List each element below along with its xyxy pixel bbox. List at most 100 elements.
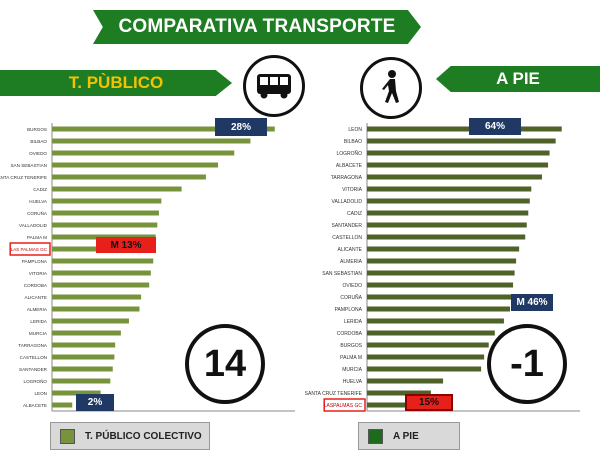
bar-23 (52, 402, 73, 408)
category-label-14: ALICANTE (25, 295, 47, 300)
category-label-16: LERIDA (30, 319, 48, 324)
big-number-public: 14 (185, 324, 265, 404)
bar-15 (52, 306, 140, 312)
bar-7 (52, 210, 159, 216)
min-tag-walk-text: 15% (418, 397, 439, 408)
bar-22 (52, 390, 101, 396)
bar-19 (52, 354, 115, 360)
bar-18 (367, 342, 489, 348)
big-number-walk: -1 (487, 324, 567, 404)
min-tag-public: 2% (76, 394, 114, 411)
bar-6 (367, 198, 530, 204)
bar-10 (367, 246, 520, 252)
bar-16 (367, 318, 504, 324)
bar-1 (367, 138, 556, 144)
bar-13 (52, 282, 150, 288)
category-label-8: VALLADOLID (19, 223, 48, 228)
title-banner: COMPARATIVA TRANSPORTE (93, 10, 421, 44)
category-label-13: CORDOBA (24, 283, 48, 288)
category-label-18: BURGOS (340, 343, 362, 349)
category-label-17: CORDOBA (337, 331, 363, 337)
bar-4 (367, 174, 542, 180)
category-label-16: LERIDA (344, 319, 363, 325)
category-label-0: BURGOS (27, 127, 47, 132)
category-label-21: LOGROÑO (24, 378, 48, 384)
bar-4 (52, 174, 206, 180)
category-label-3: SAN SEBASTIAN (10, 163, 47, 168)
category-label-6: VALLADOLID (332, 199, 363, 205)
category-label-20: MURCIA (342, 367, 362, 373)
category-label-9: PALMA M (27, 235, 47, 240)
bar-7 (367, 210, 529, 216)
bar-16 (52, 318, 129, 324)
legend-label-walk: A PIE (393, 430, 419, 442)
category-label-10: LAS PALMAS GC (11, 247, 48, 252)
big-number-public-text: 14 (203, 342, 247, 385)
max-tag-walk: 64% (469, 118, 521, 135)
category-label-19: PALMA M (340, 355, 362, 361)
bar-19 (367, 354, 485, 360)
category-label-5: VITORIA (342, 187, 363, 193)
bar-12 (52, 270, 151, 276)
category-label-12: VITORIA (29, 271, 48, 276)
bus-icon (243, 55, 305, 117)
category-label-2: OVIEDO (29, 151, 47, 156)
category-label-4: TARRAGONA (331, 175, 363, 181)
section-label-walk-text: A PIE (496, 69, 540, 88)
category-label-23: LASPALMAS GC (324, 403, 363, 409)
category-label-17: MURCIA (29, 331, 48, 336)
highlight-box-23 (323, 398, 366, 412)
legend-swatch-public (60, 428, 75, 444)
bar-8 (52, 222, 158, 228)
category-label-19: CASTELLON (20, 355, 47, 360)
bar-17 (367, 330, 495, 336)
category-label-23: ALBACETE (23, 403, 47, 408)
category-label-3: ALBACETE (336, 163, 363, 169)
bar-2 (52, 150, 235, 156)
bar-11 (52, 258, 154, 264)
category-label-1: BILBAO (30, 139, 47, 144)
category-label-5: CADIZ (33, 187, 47, 192)
category-label-9: CASTELLON (332, 235, 362, 241)
category-label-2: LOGROÑO (336, 150, 362, 157)
chart-walking: LEON BILBAO LOGROÑO ALBACETE TARRAGONA VITORI… (305, 123, 580, 412)
bar-0 (367, 126, 562, 132)
min-tag-walk: 15% (405, 394, 453, 411)
category-label-1: BILBAO (344, 139, 362, 145)
mean-tag-walk: M 46% (511, 294, 553, 311)
category-label-0: LEON (348, 127, 362, 133)
category-label-11: PAMPLONA (22, 259, 48, 264)
bar-20 (52, 366, 113, 372)
bar-18 (52, 342, 116, 348)
category-label-13: OVIEDO (343, 283, 363, 289)
bar-5 (52, 186, 182, 192)
bar-15 (367, 306, 511, 312)
bar-3 (52, 162, 219, 168)
bar-21 (367, 378, 444, 384)
category-label-21: HUELVA (343, 379, 363, 385)
min-tag-public-text: 2% (87, 397, 103, 408)
bar-14 (52, 294, 142, 300)
bar-3 (367, 162, 549, 168)
bar-23 (367, 402, 413, 408)
category-label-14: CORUÑA (340, 294, 362, 301)
category-label-11: ALMERIA (340, 259, 363, 265)
bar-21 (52, 378, 111, 384)
bar-6 (52, 198, 162, 204)
big-number-walk-text: -1 (510, 342, 544, 385)
bar-8 (367, 222, 527, 228)
page-title: COMPARATIVA TRANSPORTE (118, 16, 396, 37)
bar-11 (367, 258, 517, 264)
section-label-public: T. PÙBLICO (0, 70, 232, 96)
mean-tag-walk-text: M 46% (516, 297, 548, 308)
category-label-18: TARRAGONA (18, 343, 48, 348)
category-label-8: SANTANDER (332, 223, 363, 229)
category-label-22: LEON (34, 391, 47, 396)
legend-public: T. PÚBLICO COLECTIVO (50, 422, 210, 450)
bar-2 (367, 150, 550, 156)
max-tag-public: 28% (215, 118, 267, 136)
legend-swatch-walk (368, 428, 383, 444)
section-label-walk: A PIE (436, 66, 600, 92)
category-label-10: ALICANTE (338, 247, 363, 253)
category-label-22: SANTA CRUZ TENERIFE (305, 391, 363, 397)
